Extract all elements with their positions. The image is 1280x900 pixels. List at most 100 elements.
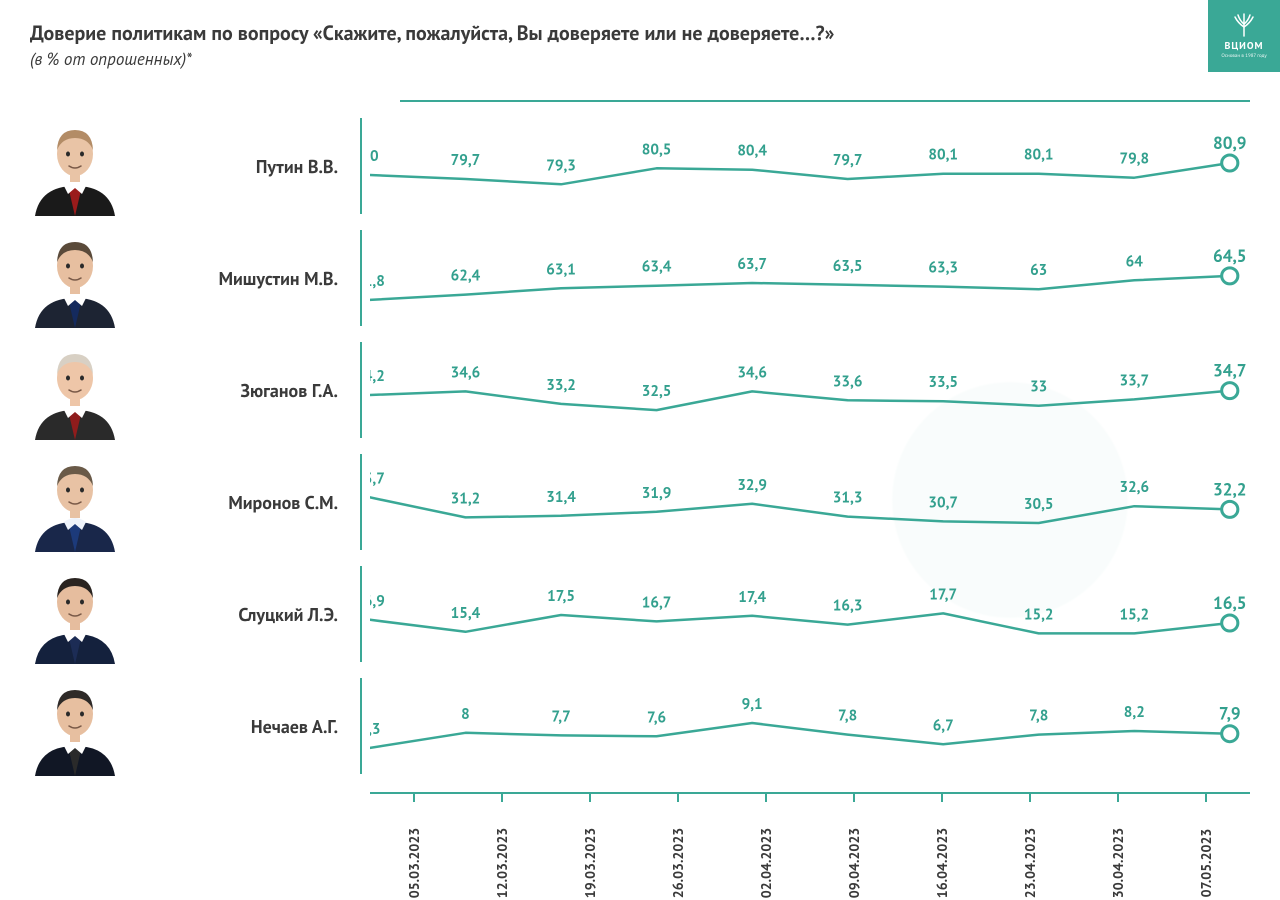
politician-portrait (30, 676, 120, 776)
xaxis-tick: 12.03.2023 (458, 792, 546, 892)
value-label: 16,9 (370, 592, 385, 611)
value-label: 80 (370, 147, 379, 166)
politician-name: Мишустин М.В. (120, 267, 360, 290)
value-label: 6,3 (370, 720, 381, 739)
xaxis: 05.03.2023 12.03.2023 19.03.2023 26.03.2… (370, 792, 1250, 892)
sparkline: 34,234,633,232,534,633,633,53333,734,7 (370, 334, 1250, 446)
sparkline: 8079,779,380,580,479,780,180,179,880,9 (370, 110, 1250, 222)
value-label: 32,2 (1213, 478, 1247, 500)
value-label: 63,5 (833, 257, 863, 276)
politician-name: Путин В.В. (120, 155, 360, 178)
value-label: 33 (1030, 378, 1047, 397)
value-label: 9,1 (742, 695, 763, 714)
chart-row: Слуцкий Л.Э. 16,915,417,516,717,416,317,… (30, 558, 1250, 670)
value-label: 33,5 (928, 373, 958, 392)
chart-row: Нечаев А.Г. 6,387,77,69,17,86,77,88,27,9 (30, 670, 1250, 782)
tick-label: 19.03.2023 (581, 828, 599, 898)
value-label: 31,3 (833, 489, 863, 508)
series-line (370, 276, 1230, 300)
tick-mark (677, 792, 679, 802)
value-label: 8 (461, 705, 470, 724)
value-label: 33,2 (546, 376, 576, 395)
value-label: 79,7 (451, 151, 481, 170)
value-label: 64,5 (1213, 245, 1247, 267)
value-label: 80,4 (737, 142, 767, 161)
xaxis-tick: 23.04.2023 (986, 792, 1074, 892)
value-label: 32,6 (1119, 478, 1149, 497)
politician-name: Слуцкий Л.Э. (120, 603, 360, 626)
series-line (370, 723, 1230, 748)
value-label: 63,1 (546, 260, 576, 279)
value-label: 63 (1030, 261, 1047, 280)
politician-portrait (30, 452, 120, 552)
value-label: 17,5 (547, 587, 575, 606)
sparkline: 33,731,231,431,932,931,330,730,532,632,2 (370, 446, 1250, 558)
politician-name: Зюганов Г.А. (120, 379, 360, 402)
tick-label: 26.03.2023 (669, 828, 687, 898)
value-label: 80,9 (1213, 132, 1247, 154)
series-line (370, 163, 1230, 184)
series-line (370, 391, 1230, 411)
end-marker (1222, 615, 1238, 631)
value-label: 63,7 (737, 255, 767, 274)
page-title: Доверие политикам по вопросу «Скажите, п… (30, 20, 834, 46)
value-label: 34,6 (737, 363, 767, 382)
chart-rows-container: Путин В.В. 80 79,7 79,3 80,5 80,4 79,7 80,1 80,… (30, 110, 1250, 782)
value-label: 63,3 (928, 259, 958, 278)
row-ybar (360, 678, 362, 774)
tick-label: 12.03.2023 (493, 828, 511, 898)
end-marker (1222, 155, 1238, 171)
row-ybar (360, 118, 362, 214)
value-label: 33,7 (1119, 371, 1149, 390)
chart-row: Миронов С.М. 33,731,231,431,932,931,330,… (30, 446, 1250, 558)
value-label: 79,3 (546, 156, 576, 175)
xaxis-tick: 30.04.2023 (1074, 792, 1162, 892)
value-label: 7,9 (1219, 703, 1241, 725)
value-label: 64 (1126, 252, 1144, 271)
series-line (370, 497, 1230, 523)
politician-portrait (30, 340, 120, 440)
value-label: 6,7 (933, 716, 954, 735)
tick-label: 02.04.2023 (757, 828, 775, 898)
end-marker (1222, 268, 1238, 284)
sparkline-wrap: 61,862,463,163,463,763,563,3636464,5 (360, 222, 1250, 334)
value-label: 16,5 (1213, 592, 1247, 614)
series-line (370, 613, 1230, 633)
xaxis-tick: 05.03.2023 (370, 792, 458, 892)
tick-mark (853, 792, 855, 802)
value-label: 7,6 (647, 708, 666, 727)
value-label: 80,5 (642, 140, 672, 159)
value-label: 33,7 (370, 469, 385, 488)
sparkline-wrap: 6,387,77,69,17,86,77,88,27,9 (360, 670, 1250, 782)
value-label: 16,7 (642, 593, 672, 612)
value-label: 61,8 (370, 272, 385, 291)
sparkline: 6,387,77,69,17,86,77,88,27,9 (370, 670, 1250, 782)
page-subtitle: (в % от опрошенных)* (30, 48, 192, 70)
value-label: 7,7 (551, 707, 570, 726)
value-label: 32,9 (737, 476, 767, 495)
value-label: 80,1 (1024, 146, 1054, 165)
tick-mark (1205, 792, 1207, 802)
value-label: 17,4 (738, 588, 766, 607)
brand-logo-icon (1230, 13, 1258, 37)
brand-subline: Основан в 1987 году (1221, 53, 1266, 59)
value-label: 15,4 (451, 604, 481, 623)
xaxis-tick: 07.05.2023 (1162, 792, 1250, 892)
value-label: 8,2 (1124, 703, 1145, 722)
sparkline: 16,915,417,516,717,416,317,715,215,216,5 (370, 558, 1250, 670)
value-label: 34,2 (370, 367, 385, 386)
brand-name: ВЦИОМ (1224, 39, 1263, 52)
tick-label: 09.04.2023 (845, 828, 863, 898)
value-label: 7,8 (1029, 707, 1048, 726)
value-label: 79,7 (833, 151, 863, 170)
value-label: 34,6 (451, 363, 481, 382)
politician-name: Миронов С.М. (120, 491, 360, 514)
end-marker (1222, 383, 1238, 399)
tick-mark (765, 792, 767, 802)
sparkline: 61,862,463,163,463,763,563,3636464,5 (370, 222, 1250, 334)
xaxis-tick: 26.03.2023 (634, 792, 722, 892)
value-label: 33,6 (833, 372, 863, 391)
sparkline-wrap: 8079,779,380,580,479,780,180,179,880,9 (360, 110, 1250, 222)
value-label: 31,9 (642, 484, 672, 503)
value-label: 31,2 (451, 489, 481, 508)
